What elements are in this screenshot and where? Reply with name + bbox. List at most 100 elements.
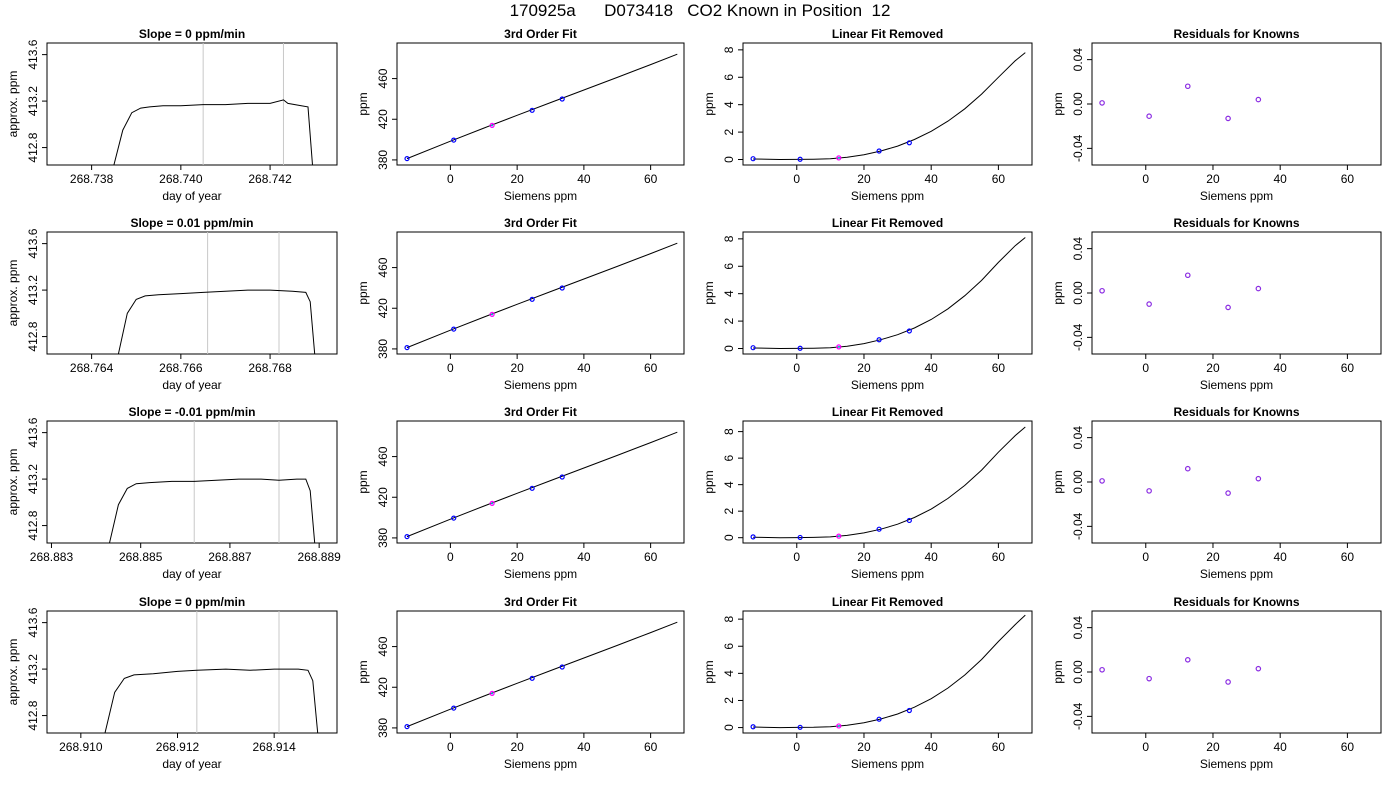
chart-title: Slope = 0.01 ppm/min (130, 216, 253, 230)
y-tick-label: 412.8 (26, 132, 40, 162)
y-tick-label: 0 (722, 724, 736, 731)
y-axis-label: ppm (356, 660, 370, 683)
plot-area (750, 237, 1026, 351)
x-axis-label: Siemens ppm (504, 567, 577, 581)
x-tick-label: 20 (857, 550, 871, 564)
residual-point (1184, 83, 1191, 90)
chart-panel-r2c2: 3rd Order Fit 0 20 40 60 380 420 460 Siemens ppm… (356, 216, 685, 392)
y-tick-label: 420 (376, 487, 390, 507)
plot-frame (396, 610, 685, 734)
y-tick-label: 420 (376, 298, 390, 318)
residual-point (1099, 100, 1105, 106)
data-point (836, 155, 842, 161)
data-point-center (837, 724, 840, 727)
chart-panel-r1c1: Slope = 0 ppm/min 268.738 268.740 268.742 41… (6, 27, 338, 203)
x-tick-label: 40 (1274, 361, 1288, 375)
y-tick-label: -0.04 (1071, 702, 1085, 730)
x-tick-label: 268.914 (252, 740, 296, 754)
y-tick-label: 413.2 (26, 275, 40, 305)
plot-frame (742, 420, 1033, 544)
x-tick-label: 60 (644, 740, 658, 754)
chart-title: Residuals for Knowns (1173, 27, 1299, 41)
x-tick-label: 40 (577, 361, 591, 375)
x-tick-label: 60 (992, 740, 1006, 754)
x-axis-label: Siemens ppm (504, 189, 577, 203)
y-tick-label: -0.04 (1071, 512, 1085, 540)
y-tick-label: 6 (722, 263, 736, 270)
residual-point (1146, 488, 1152, 494)
chart-title: 3rd Order Fit (504, 405, 577, 419)
y-tick-label: 4 (722, 101, 736, 108)
y-axis-label: ppm (702, 470, 716, 493)
x-tick-label: 60 (1341, 550, 1355, 564)
data-trace-line (109, 478, 316, 543)
x-tick-label: 40 (1274, 740, 1288, 754)
x-tick-label: 40 (1274, 550, 1288, 564)
data-point (750, 724, 756, 730)
data-point (529, 296, 535, 302)
y-axis-label: ppm (702, 660, 716, 683)
x-axis-label: day of year (162, 189, 221, 203)
chart-panel-r3c3: Linear Fit Removed 0 20 40 60 0 2 4 6 8 Siemens pp… (702, 405, 1033, 581)
y-tick-label: 6 (722, 454, 736, 461)
plot-area (1099, 656, 1262, 685)
data-point (906, 140, 912, 146)
y-tick-label: -0.04 (1071, 323, 1085, 351)
data-point (797, 156, 803, 162)
plot-area (1099, 83, 1262, 122)
y-tick-label: 413.6 (26, 228, 40, 258)
data-point-center (491, 313, 494, 316)
data-point-center (837, 535, 840, 538)
plot-area (113, 43, 313, 165)
x-tick-label: 40 (577, 172, 591, 186)
plot-frame (396, 420, 685, 544)
page-title: 170925a D073418 CO2 Known in Position 12 (509, 1, 891, 20)
x-axis-label: Siemens ppm (851, 189, 924, 203)
x-axis-label: Siemens ppm (1200, 757, 1273, 771)
x-tick-label: 0 (447, 172, 454, 186)
y-axis-label: approx. ppm (6, 639, 20, 706)
x-tick-label: 268.885 (119, 550, 163, 564)
x-axis-label: Siemens ppm (504, 378, 577, 392)
x-tick-label: 20 (857, 172, 871, 186)
data-point (797, 724, 803, 730)
chart-panel-r3c2: 3rd Order Fit 0 20 40 60 380 420 460 Siemens ppm… (356, 405, 685, 581)
y-tick-label: 413.2 (26, 654, 40, 684)
plot-area (117, 232, 316, 354)
data-point (489, 500, 495, 506)
residual-point (1255, 665, 1262, 672)
data-point-center (837, 345, 840, 348)
chart-panel-r1c2: 3rd Order Fit 0 20 40 60 380 420 460 Siemens ppm… (356, 27, 685, 203)
data-point (906, 517, 912, 524)
x-tick-label: 40 (577, 740, 591, 754)
chart-title: Linear Fit Removed (832, 595, 943, 609)
x-tick-label: 40 (925, 550, 939, 564)
data-point (559, 285, 565, 291)
plot-area (750, 426, 1026, 541)
data-point (404, 155, 410, 162)
plot-area (1099, 465, 1262, 496)
y-tick-label: 6 (722, 74, 736, 81)
residual-point (1225, 679, 1231, 685)
plot-area (404, 242, 678, 351)
fit-curve-line (753, 614, 1026, 729)
data-point (451, 705, 457, 711)
residual-point (1225, 490, 1231, 496)
y-tick-label: 413.6 (26, 39, 40, 69)
x-tick-label: 268.768 (248, 361, 292, 375)
x-tick-label: 60 (1341, 740, 1355, 754)
x-axis-label: day of year (162, 567, 221, 581)
data-point (876, 337, 882, 343)
x-tick-label: 268.764 (70, 361, 114, 375)
fit-curve-line (406, 53, 678, 160)
plot-frame (46, 420, 338, 544)
data-point (559, 96, 565, 102)
plot-area (750, 52, 1026, 162)
plot-area (404, 621, 678, 730)
x-tick-label: 268.910 (59, 740, 103, 754)
y-tick-label: 420 (376, 677, 390, 697)
y-tick-label: 0 (722, 534, 736, 541)
y-tick-label: 412.8 (26, 510, 40, 540)
chart-panel-r2c4: Residuals for Knowns 0 20 40 60 -0.04 0.00 0.04… (1051, 216, 1382, 392)
